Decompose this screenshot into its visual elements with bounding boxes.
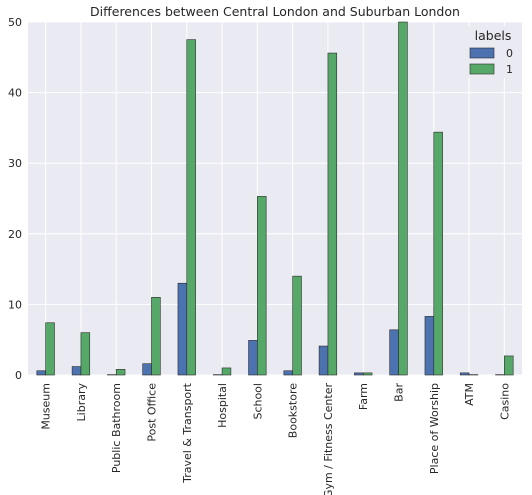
- x-tick-label: Casino: [498, 383, 511, 420]
- x-tick-label: Public Bathroom: [110, 383, 123, 473]
- bar-1-place-of-worship: [433, 131, 443, 376]
- bar-1-casino: [504, 355, 514, 376]
- bars: [36, 21, 514, 376]
- bar-1-museum: [45, 322, 55, 376]
- bar-0-atm: [459, 372, 470, 376]
- legend-label-0: 0: [506, 47, 513, 60]
- plot-area: [28, 22, 522, 375]
- legend-swatch-1: [469, 63, 495, 75]
- legend-label-1: 1: [506, 63, 513, 76]
- bar-1-bar: [398, 21, 408, 376]
- x-tick-label: Bar: [393, 383, 406, 402]
- x-tick-label: Hospital: [216, 383, 229, 428]
- y-tick-label: 30: [8, 157, 22, 170]
- bar-1-bookstore: [292, 275, 302, 376]
- bar-1-travel-transport: [186, 39, 196, 376]
- x-tick-label: Post Office: [146, 383, 159, 442]
- bar-1-school: [257, 196, 267, 376]
- y-tick-label: 40: [8, 87, 22, 100]
- x-tick-label: ATM: [463, 383, 476, 406]
- x-tick-label: Farm: [357, 383, 370, 410]
- legend-swatch-0: [469, 47, 495, 59]
- bar-0-bookstore: [283, 370, 293, 376]
- legend: labels 0 1: [468, 26, 518, 78]
- bar-0-travel-transport: [177, 282, 188, 376]
- bar-0-post-office: [142, 363, 152, 376]
- x-tick-label: Gym / Fitness Center: [322, 383, 335, 495]
- bar-0-library: [71, 366, 82, 376]
- x-tick-label: Library: [75, 383, 88, 422]
- bar-1-hospital: [221, 367, 232, 376]
- bar-0-museum: [36, 370, 46, 376]
- bar-0-gym-fitness-center: [318, 345, 329, 376]
- y-tick-label: 20: [8, 228, 22, 241]
- bar-1-post-office: [151, 297, 161, 376]
- x-tick-label: Museum: [40, 383, 53, 430]
- bar-0-place-of-worship: [424, 316, 435, 376]
- x-tick-label: Bookstore: [287, 383, 300, 438]
- bar-1-farm: [362, 372, 373, 376]
- legend-title: labels: [475, 28, 512, 43]
- y-tick-label: 0: [15, 369, 22, 382]
- bar-1-gym-fitness-center: [327, 52, 338, 376]
- bar-0-bar: [389, 329, 399, 376]
- bar-0-farm: [354, 372, 364, 376]
- x-tick-label: Place of Worship: [428, 383, 441, 474]
- bar-1-library: [80, 332, 91, 376]
- y-tick-label: 10: [8, 298, 22, 311]
- chart-title: Differences between Central London and S…: [90, 4, 460, 19]
- x-tick-label: Travel & Transport: [181, 382, 194, 484]
- x-tick-label: School: [251, 383, 264, 420]
- y-axis-ticks: 0 10 20 30 40 50: [8, 16, 22, 382]
- bar-0-school: [248, 340, 258, 376]
- bar-1-public-bathroom: [115, 369, 126, 376]
- y-tick-label: 50: [8, 16, 22, 29]
- x-axis-ticks: Museum Library Public Bathroom Post Office T…: [40, 382, 512, 495]
